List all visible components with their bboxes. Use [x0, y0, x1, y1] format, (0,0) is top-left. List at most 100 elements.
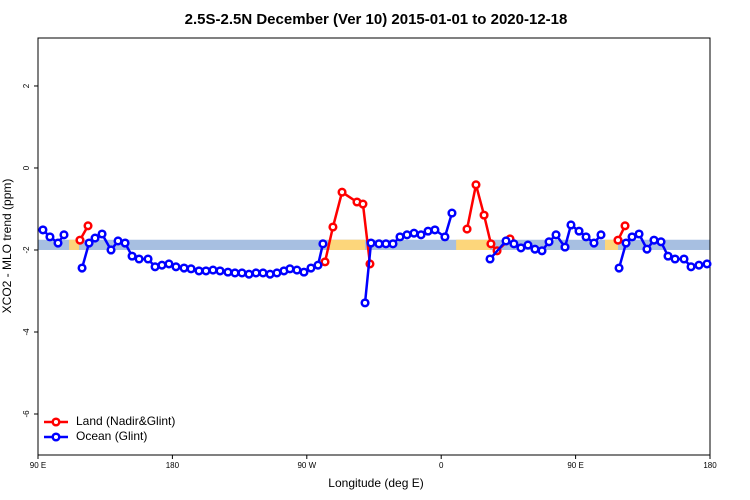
- data-point: [230, 268, 240, 278]
- data-point: [670, 254, 680, 264]
- data-point: [251, 268, 261, 278]
- data-point: [106, 245, 116, 255]
- land-band: [456, 239, 491, 250]
- legend-label: Ocean (Glint): [76, 429, 147, 443]
- x-tick-label: 90 E: [567, 461, 583, 470]
- x-tick-label: 180: [166, 461, 180, 470]
- x-tick-label: 180: [703, 461, 717, 470]
- data-point: [530, 244, 540, 254]
- land-band: [69, 239, 80, 250]
- data-point: [402, 230, 412, 240]
- data-point: [171, 262, 181, 272]
- data-point: [381, 239, 391, 249]
- data-point: [485, 254, 495, 264]
- land-band: [605, 239, 619, 250]
- data-point: [642, 244, 652, 254]
- data-point: [299, 267, 309, 277]
- y-axis-label: XCO2 - MLO trend (ppm): [0, 179, 14, 314]
- series-line: [78, 184, 627, 265]
- y-tick-label: 0: [22, 165, 31, 170]
- data-point: [614, 263, 624, 273]
- data-point: [45, 232, 55, 242]
- data-point: [702, 259, 712, 269]
- data-point: [127, 251, 137, 261]
- chart-title: 2.5S-2.5N December (Ver 10) 2015-01-01 t…: [185, 11, 568, 28]
- y-tick-label: -4: [22, 328, 31, 336]
- land-band: [329, 239, 366, 250]
- data-point: [621, 238, 631, 248]
- y-tick-label: -6: [22, 410, 31, 418]
- data-point: [358, 199, 368, 209]
- legend-marker: [51, 417, 61, 427]
- data-point: [90, 233, 100, 243]
- data-point: [679, 254, 689, 264]
- data-point: [150, 262, 160, 272]
- data-point: [537, 246, 547, 256]
- data-point: [75, 235, 85, 245]
- data-point: [77, 263, 87, 273]
- data-point: [208, 265, 218, 275]
- data-point: [686, 262, 696, 272]
- data-point: [328, 222, 338, 232]
- data-point: [388, 239, 398, 249]
- data-point: [409, 228, 419, 238]
- data-point: [179, 263, 189, 273]
- data-point: [306, 263, 316, 273]
- x-tick-label: 90 W: [297, 461, 316, 470]
- data-point: [120, 238, 130, 248]
- data-point: [366, 238, 376, 248]
- data-point: [258, 268, 268, 278]
- data-point: [237, 268, 247, 278]
- legend-box: [40, 411, 182, 449]
- data-point: [423, 226, 433, 236]
- data-point: [516, 243, 526, 253]
- data-point: [581, 232, 591, 242]
- data-point: [285, 264, 295, 274]
- data-point: [694, 260, 704, 270]
- data-point: [194, 266, 204, 276]
- data-point: [337, 187, 347, 197]
- data-point: [53, 238, 63, 248]
- data-point: [551, 230, 561, 240]
- data-point: [223, 267, 233, 277]
- data-point: [479, 210, 489, 220]
- data-point: [663, 251, 673, 261]
- data-point: [471, 180, 481, 190]
- data-point: [613, 235, 623, 245]
- data-point: [59, 230, 69, 240]
- data-point: [501, 236, 511, 246]
- data-point: [416, 230, 426, 240]
- data-point: [201, 266, 211, 276]
- data-point: [157, 260, 167, 270]
- x-tick-label: 0: [439, 461, 444, 470]
- data-point: [440, 232, 450, 242]
- data-point: [186, 264, 196, 274]
- data-point: [313, 260, 323, 270]
- data-point: [574, 226, 584, 236]
- data-point: [164, 259, 174, 269]
- data-point: [634, 229, 644, 239]
- data-point: [318, 239, 328, 249]
- data-point: [265, 269, 275, 279]
- data-point: [620, 221, 630, 231]
- data-point: [113, 236, 123, 246]
- data-point: [462, 224, 472, 234]
- data-point: [589, 238, 599, 248]
- legend-label: Land (Nadir&Glint): [76, 414, 175, 428]
- data-point: [38, 225, 48, 235]
- data-point: [360, 298, 370, 308]
- x-axis-label: Longitude (deg E): [328, 476, 423, 490]
- data-point: [656, 237, 666, 247]
- data-point: [83, 221, 93, 231]
- data-point: [627, 232, 637, 242]
- legend-marker: [51, 432, 61, 442]
- data-point: [84, 238, 94, 248]
- data-point: [509, 239, 519, 249]
- data-point: [134, 254, 144, 264]
- data-point: [486, 239, 496, 249]
- data-point: [320, 257, 330, 267]
- data-point: [143, 254, 153, 264]
- data-point: [523, 240, 533, 250]
- data-point: [566, 220, 576, 230]
- data-point: [97, 229, 107, 239]
